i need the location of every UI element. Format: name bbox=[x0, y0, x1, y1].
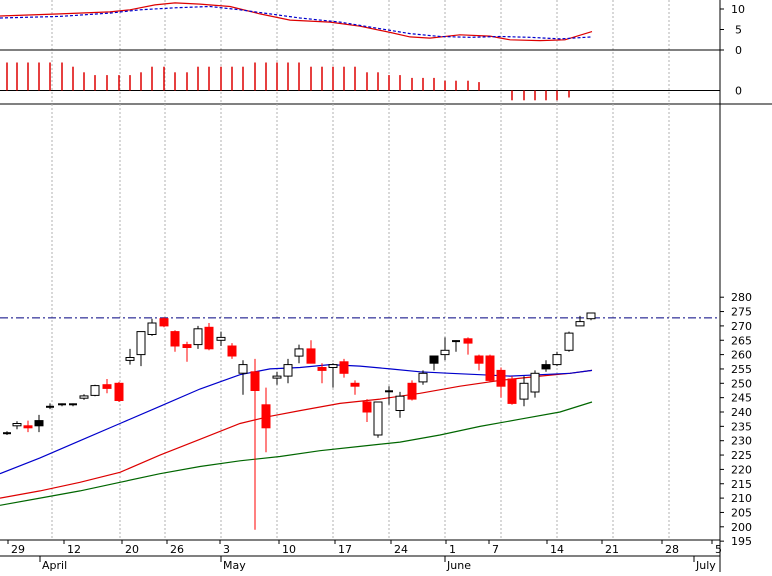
candle-body bbox=[250, 371, 260, 391]
price-tick-label: 275 bbox=[731, 306, 752, 319]
price-tick-label: 210 bbox=[731, 492, 752, 505]
price-tick-label: 240 bbox=[731, 406, 752, 419]
macd-tick-label: 5 bbox=[735, 24, 742, 37]
candle-body bbox=[395, 395, 405, 412]
candle-body bbox=[12, 423, 22, 427]
day-tick-label: 14 bbox=[550, 543, 564, 556]
month-label: April bbox=[42, 559, 67, 572]
day-tick-label: 20 bbox=[125, 543, 139, 556]
moving-average-slow bbox=[0, 401, 593, 506]
day-tick-label: 10 bbox=[282, 543, 296, 556]
price-tick-label: 260 bbox=[731, 349, 752, 362]
price-tick-label: 280 bbox=[731, 291, 752, 304]
day-tick-label: 29 bbox=[11, 543, 25, 556]
price-tick-label: 270 bbox=[731, 320, 752, 333]
candle-body bbox=[90, 385, 100, 396]
candle-body bbox=[294, 348, 304, 357]
month-label: May bbox=[223, 559, 246, 572]
candle-body bbox=[519, 382, 529, 400]
candle-body bbox=[339, 361, 349, 374]
candle-body bbox=[79, 395, 89, 399]
month-label: July bbox=[695, 559, 716, 572]
candle-body bbox=[530, 372, 540, 393]
candle-body bbox=[328, 364, 338, 369]
month-label: June bbox=[446, 559, 471, 572]
day-tick-label: 12 bbox=[67, 543, 81, 556]
candle-body bbox=[429, 355, 439, 364]
candle-body bbox=[34, 420, 44, 427]
candle-body bbox=[204, 326, 214, 350]
candle-body bbox=[463, 338, 473, 344]
candle-body bbox=[496, 369, 506, 387]
candle-body bbox=[102, 384, 112, 389]
candle-body bbox=[564, 332, 574, 351]
day-tick-label: 5 bbox=[715, 543, 722, 556]
candle-body bbox=[507, 378, 517, 404]
candle-body bbox=[575, 321, 585, 327]
day-tick-label: 24 bbox=[394, 543, 408, 556]
day-tick-label: 28 bbox=[665, 543, 679, 556]
price-tick-label: 255 bbox=[731, 363, 752, 376]
day-tick-label: 21 bbox=[605, 543, 619, 556]
macd-panel bbox=[0, 2, 720, 51]
price-tick-label: 265 bbox=[731, 334, 752, 347]
candle-body bbox=[272, 375, 282, 379]
candle-body bbox=[485, 355, 495, 381]
candle-body bbox=[238, 364, 248, 374]
price-tick-label: 220 bbox=[731, 463, 752, 476]
candle-body bbox=[552, 354, 562, 366]
day-tick-label: 3 bbox=[223, 543, 230, 556]
moving-average-mid bbox=[0, 369, 593, 499]
candle-body bbox=[418, 372, 428, 383]
candle-body bbox=[306, 348, 316, 364]
price-tick-label: 215 bbox=[731, 478, 752, 491]
price-tick-label: 230 bbox=[731, 435, 752, 448]
axis-labels: 1952002052102152202252302352402452502552… bbox=[7, 3, 752, 572]
candle-body bbox=[216, 336, 226, 341]
macd-tick-label: 0 bbox=[735, 44, 742, 57]
candle-body bbox=[350, 382, 360, 387]
price-tick-label: 205 bbox=[731, 507, 752, 520]
price-tick-label: 235 bbox=[731, 420, 752, 433]
candle-body bbox=[283, 364, 293, 377]
candle-body bbox=[440, 349, 450, 356]
macd-tick-label: 10 bbox=[731, 3, 745, 16]
candle-body bbox=[23, 425, 33, 429]
candle-body bbox=[170, 331, 180, 347]
candle-body bbox=[362, 401, 372, 413]
price-tick-label: 200 bbox=[731, 521, 752, 534]
candle-body bbox=[407, 382, 417, 400]
day-tick-label: 7 bbox=[492, 543, 499, 556]
price-tick-label: 195 bbox=[731, 535, 752, 548]
candle-body bbox=[147, 322, 157, 335]
candle-body bbox=[182, 344, 192, 349]
price-tick-label: 250 bbox=[731, 377, 752, 390]
price-tick-label: 225 bbox=[731, 449, 752, 462]
candle-body bbox=[317, 367, 327, 371]
signal-line bbox=[0, 5, 593, 40]
candle-body bbox=[541, 364, 551, 370]
histogram-tick-label: 0 bbox=[735, 85, 742, 98]
candle-body bbox=[193, 328, 203, 346]
day-tick-label: 1 bbox=[449, 543, 456, 556]
candle-body bbox=[586, 312, 596, 320]
candle-body bbox=[261, 404, 271, 429]
candle-body bbox=[136, 331, 146, 356]
candle-body bbox=[227, 345, 237, 357]
candle-body bbox=[125, 357, 135, 361]
price-panel bbox=[0, 312, 720, 530]
price-tick-label: 245 bbox=[731, 392, 752, 405]
macd-line bbox=[0, 2, 593, 42]
day-tick-label: 17 bbox=[338, 543, 352, 556]
candle-body bbox=[373, 401, 383, 436]
candle-body bbox=[159, 318, 169, 327]
day-tick-label: 26 bbox=[170, 543, 184, 556]
grid-lines bbox=[51, 0, 670, 540]
candle-body bbox=[474, 355, 484, 364]
candle-body bbox=[114, 382, 124, 401]
histogram-panel bbox=[0, 62, 720, 101]
